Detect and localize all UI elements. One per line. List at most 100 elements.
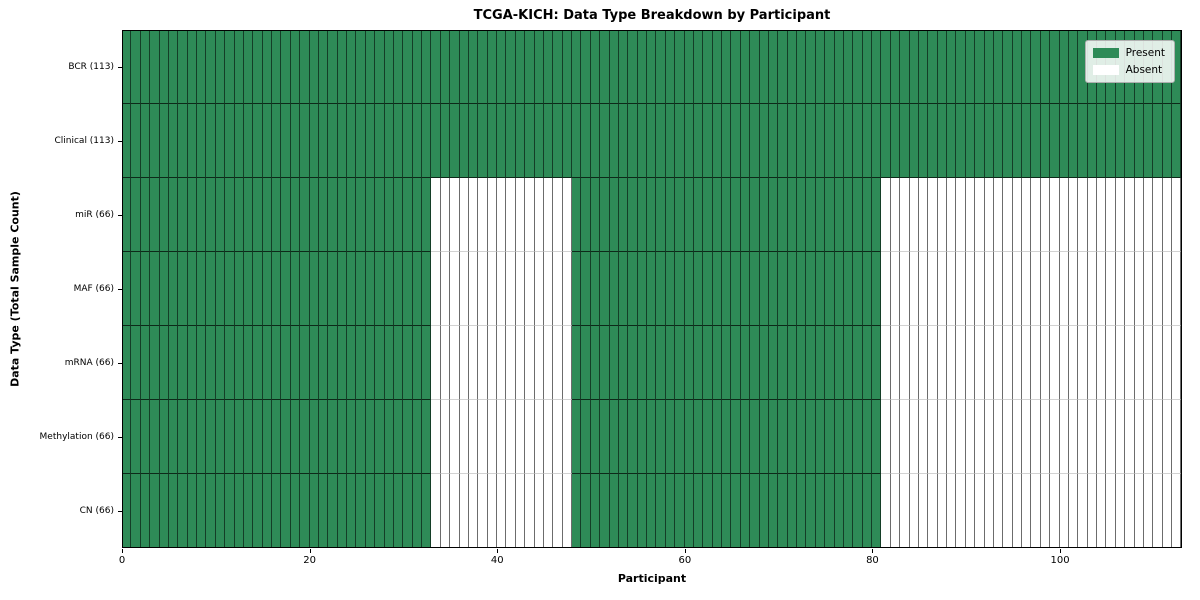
matrix-cell [806, 252, 816, 326]
matrix-cell [759, 252, 769, 326]
matrix-cell [187, 474, 197, 548]
matrix-cell [815, 400, 826, 474]
matrix-cell [581, 178, 591, 252]
matrix-cell [618, 326, 629, 400]
y-tick-mark [118, 363, 122, 364]
matrix-cell [572, 252, 582, 326]
matrix-cell [693, 252, 704, 326]
matrix-cell [468, 326, 479, 400]
matrix-cell [731, 252, 741, 326]
matrix-cell [497, 252, 507, 326]
matrix-cell [900, 400, 910, 474]
matrix-cell [834, 326, 844, 400]
matrix-cell [562, 104, 572, 178]
matrix-cell [1143, 400, 1154, 474]
matrix-cell [375, 30, 385, 104]
matrix-cell [787, 104, 797, 178]
matrix-cell [731, 400, 741, 474]
matrix-cell [562, 474, 572, 548]
matrix-cell [731, 104, 741, 178]
matrix-cell [215, 400, 226, 474]
matrix-cell [797, 400, 807, 474]
y-tick-label-cn: CN (66) [79, 506, 114, 516]
matrix-cell [347, 30, 357, 104]
matrix-cell [290, 178, 301, 252]
matrix-cell [600, 400, 610, 474]
matrix-cell [553, 400, 563, 474]
x-tick-label-0: 0 [118, 555, 126, 566]
matrix-cell [178, 400, 188, 474]
matrix-cell [1162, 252, 1172, 326]
plot-area: Present Absent [122, 30, 1182, 548]
matrix-cell [853, 326, 863, 400]
matrix-cell [281, 30, 291, 104]
matrix-cell [1162, 326, 1172, 400]
matrix-cell [1031, 326, 1041, 400]
matrix-cell [497, 474, 507, 548]
matrix-cell [928, 104, 938, 178]
matrix-cell [928, 178, 938, 252]
matrix-cell [1031, 400, 1041, 474]
matrix-cell [1022, 252, 1032, 326]
matrix-cell [1012, 30, 1022, 104]
matrix-cell [1172, 104, 1182, 178]
matrix-cell [290, 474, 301, 548]
matrix-cell [993, 104, 1004, 178]
matrix-cell [609, 326, 619, 400]
matrix-cell [412, 178, 422, 252]
matrix-cell [703, 326, 713, 400]
matrix-cell [1106, 326, 1116, 400]
matrix-cell [825, 326, 835, 400]
matrix-cell [365, 104, 376, 178]
matrix-cell [309, 30, 319, 104]
matrix-cell [197, 326, 207, 400]
matrix-cell [600, 252, 610, 326]
matrix-cell [1022, 178, 1032, 252]
matrix-cell [356, 104, 366, 178]
matrix-cell [778, 400, 788, 474]
matrix-cell [1040, 30, 1051, 104]
matrix-cell [787, 474, 797, 548]
matrix-cell [609, 400, 619, 474]
matrix-cell [862, 104, 872, 178]
matrix-cell [590, 326, 601, 400]
matrix-cell [1059, 178, 1069, 252]
matrix-row-bcr [122, 30, 1182, 104]
matrix-cell [890, 30, 901, 104]
matrix-cell [825, 252, 835, 326]
matrix-cell [693, 326, 704, 400]
matrix-cell [131, 104, 141, 178]
matrix-cell [215, 474, 226, 548]
matrix-cell [506, 326, 516, 400]
matrix-cell [956, 474, 966, 548]
matrix-cell [909, 30, 919, 104]
matrix-cell [422, 326, 432, 400]
chart-title: TCGA-KICH: Data Type Breakdown by Partic… [473, 8, 831, 23]
matrix-cell [797, 30, 807, 104]
matrix-cell [675, 104, 685, 178]
matrix-cell [993, 30, 1004, 104]
matrix-cell [1059, 326, 1069, 400]
matrix-cell [440, 400, 451, 474]
matrix-cell [778, 474, 788, 548]
matrix-cell [834, 252, 844, 326]
matrix-cell [384, 252, 394, 326]
matrix-cell [928, 30, 938, 104]
matrix-cell [600, 474, 610, 548]
matrix-cell [187, 326, 197, 400]
matrix-cell [553, 326, 563, 400]
matrix-cell [937, 326, 947, 400]
matrix-cell [928, 326, 938, 400]
matrix-cell [234, 400, 244, 474]
matrix-cell [909, 252, 919, 326]
matrix-cell [1012, 474, 1022, 548]
matrix-cell [159, 474, 169, 548]
matrix-cell [862, 178, 872, 252]
matrix-cell [1143, 326, 1154, 400]
x-tick-mark [497, 549, 499, 553]
matrix-cell [272, 474, 282, 548]
matrix-cell [384, 30, 394, 104]
matrix-cell [403, 178, 413, 252]
matrix-cell [1125, 326, 1135, 400]
matrix-cell [900, 178, 910, 252]
